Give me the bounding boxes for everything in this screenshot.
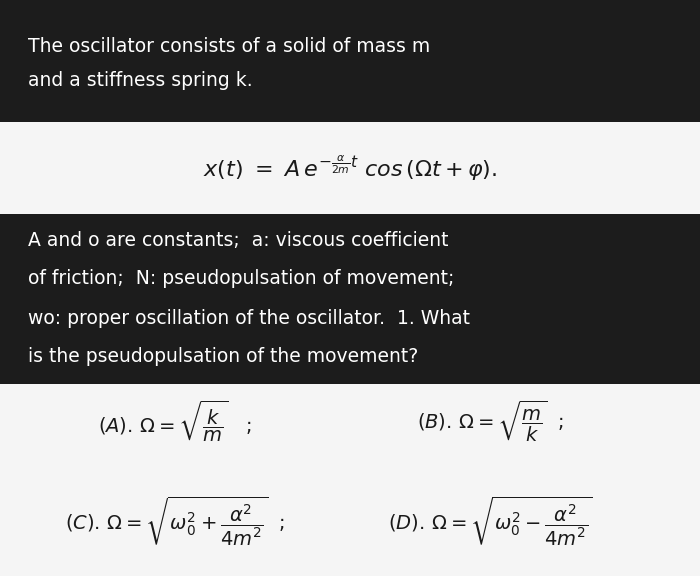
FancyBboxPatch shape [0, 122, 700, 214]
FancyBboxPatch shape [0, 0, 700, 122]
Text: $x(t)\ =\ A\,e^{-\frac{\alpha}{2m}t}\ \mathit{cos}\,(\Omega t + \varphi).$: $x(t)\ =\ A\,e^{-\frac{\alpha}{2m}t}\ \m… [203, 153, 497, 183]
Text: A and o are constants;  a: viscous coefficient: A and o are constants; a: viscous coeffi… [28, 232, 449, 251]
Text: of friction;  N: pseudopulsation of movement;: of friction; N: pseudopulsation of movem… [28, 268, 454, 287]
Text: $(C).\,\Omega = \sqrt{\omega_0^2 + \dfrac{\alpha^2}{4m^2}}\;$ ;: $(C).\,\Omega = \sqrt{\omega_0^2 + \dfra… [65, 494, 285, 548]
Text: $(D).\,\Omega = \sqrt{\omega_0^2 - \dfrac{\alpha^2}{4m^2}}$: $(D).\,\Omega = \sqrt{\omega_0^2 - \dfra… [388, 494, 592, 548]
FancyBboxPatch shape [0, 214, 700, 384]
Text: $(B).\,\Omega = \sqrt{\dfrac{m}{k}}\;$ ;: $(B).\,\Omega = \sqrt{\dfrac{m}{k}}\;$ ; [416, 398, 564, 444]
Text: $(A).\,\Omega = \sqrt{\dfrac{k}{m}}\quad;$: $(A).\,\Omega = \sqrt{\dfrac{k}{m}}\quad… [98, 398, 252, 444]
Text: is the pseudopulsation of the movement?: is the pseudopulsation of the movement? [28, 347, 419, 366]
Text: and a stiffness spring k.: and a stiffness spring k. [28, 70, 253, 89]
FancyBboxPatch shape [0, 384, 700, 576]
Text: The oscillator consists of a solid of mass m: The oscillator consists of a solid of ma… [28, 36, 430, 55]
Text: wo: proper oscillation of the oscillator.  1. What: wo: proper oscillation of the oscillator… [28, 309, 470, 328]
